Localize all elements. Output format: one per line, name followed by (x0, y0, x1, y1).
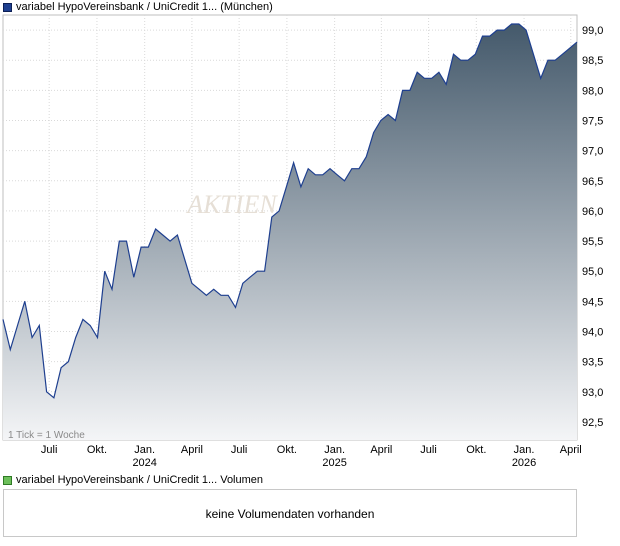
y-tick-label: 98,0 (582, 85, 603, 97)
y-tick-label: 96,0 (582, 206, 603, 218)
x-tick-label: Jan. (134, 444, 155, 456)
volume-message: keine Volumendaten vorhanden (205, 507, 375, 521)
y-tick-label: 92,5 (582, 417, 603, 429)
x-year-label: 2026 (512, 457, 536, 469)
price-line (2, 23, 578, 399)
x-tick-label: Jan. (324, 444, 345, 456)
x-tick-label: April (181, 444, 203, 456)
volume-legend: variabel HypoVereinsbank / UniCredit 1..… (3, 473, 263, 487)
volume-legend-swatch (3, 475, 12, 485)
y-tick-label: 98,5 (582, 55, 603, 67)
x-tick-label: Okt. (277, 444, 297, 456)
x-tick-label: Okt. (466, 444, 486, 456)
x-year-label: 2025 (322, 457, 346, 469)
y-axis-labels: 92,5 93,0 93,5 94,0 94,5 95,0 95,5 96,0 96,5 97,0… (582, 25, 603, 429)
volume-panel: keine Volumendaten vorhanden (3, 489, 577, 537)
x-tick-label: April (370, 444, 392, 456)
price-legend-label: variabel HypoVereinsbank / UniCredit 1..… (16, 1, 273, 13)
x-tick-label: Jan. (514, 444, 535, 456)
y-tick-label: 97,0 (582, 146, 603, 158)
chart-watermark: AKTIEN (185, 190, 278, 219)
x-year-label: 2024 (132, 457, 156, 469)
y-tick-label: 94,5 (582, 296, 603, 308)
price-area (3, 24, 577, 440)
price-legend: variabel HypoVereinsbank / UniCredit 1..… (3, 0, 273, 14)
y-tick-label: 94,0 (582, 326, 603, 338)
volume-legend-label: variabel HypoVereinsbank / UniCredit 1..… (16, 474, 264, 486)
y-tick-label: 97,5 (582, 115, 603, 127)
price-legend-swatch (3, 2, 12, 12)
x-tick-label: Juli (231, 444, 248, 456)
y-tick-label: 96,5 (582, 176, 603, 188)
x-tick-label: Okt. (87, 444, 107, 456)
y-tick-label: 99,0 (582, 25, 603, 37)
y-tick-label: 93,5 (582, 357, 603, 369)
y-tick-label: 93,0 (582, 387, 603, 399)
y-tick-label: 95,0 (582, 266, 603, 278)
price-chart: AKTIEN 92,593,093,594,094,595,095,596,09… (2, 14, 603, 469)
x-tick-label: April (560, 444, 582, 456)
tick-note: 1 Tick = 1 Woche (8, 430, 85, 441)
y-tick-label: 95,5 (582, 236, 603, 248)
x-tick-label: Juli (420, 444, 437, 456)
x-tick-label: Juli (41, 444, 58, 456)
